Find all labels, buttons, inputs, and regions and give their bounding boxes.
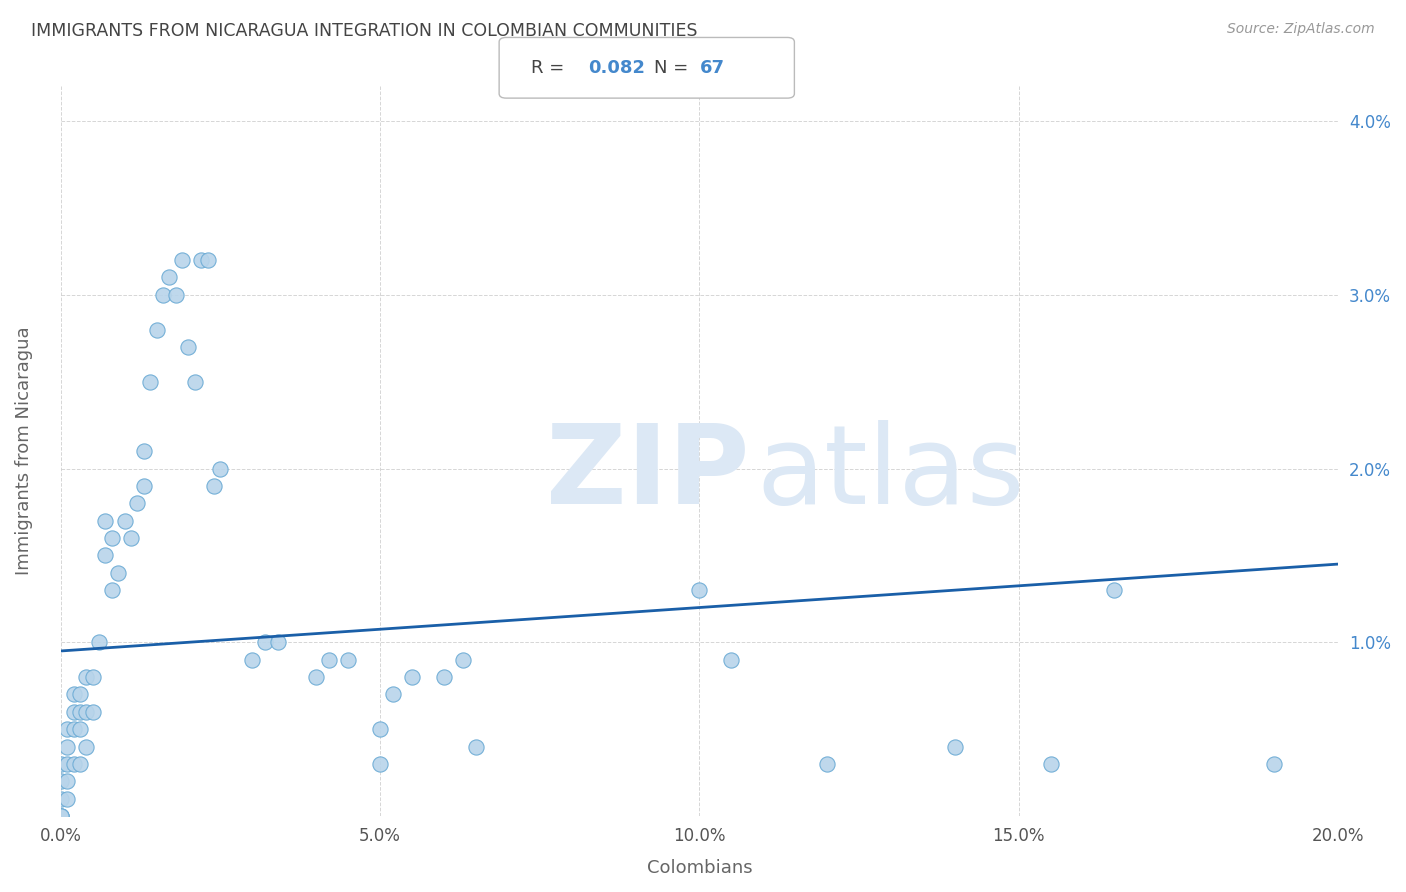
Point bbox=[1263, 756, 1285, 771]
Point bbox=[165, 288, 187, 302]
Point bbox=[56, 756, 79, 771]
Text: R =: R = bbox=[531, 59, 571, 77]
Point bbox=[381, 687, 404, 701]
Point bbox=[75, 705, 97, 719]
Point bbox=[101, 531, 124, 545]
Point bbox=[152, 288, 174, 302]
Point bbox=[69, 756, 91, 771]
Text: 0.082: 0.082 bbox=[588, 59, 645, 77]
Point bbox=[62, 687, 84, 701]
Point bbox=[943, 739, 966, 754]
Y-axis label: Immigrants from Nicaragua: Immigrants from Nicaragua bbox=[15, 326, 32, 575]
Point bbox=[433, 670, 456, 684]
Point bbox=[107, 566, 129, 580]
Point bbox=[139, 375, 162, 389]
Point bbox=[69, 722, 91, 736]
Point bbox=[157, 270, 180, 285]
Point bbox=[184, 375, 207, 389]
Point bbox=[101, 583, 124, 598]
Point bbox=[49, 809, 72, 823]
Point bbox=[177, 340, 200, 354]
Point bbox=[75, 739, 97, 754]
Text: atlas: atlas bbox=[756, 419, 1025, 526]
Point bbox=[401, 670, 423, 684]
Point bbox=[62, 756, 84, 771]
Point bbox=[145, 322, 167, 336]
Point bbox=[114, 514, 136, 528]
Point bbox=[240, 653, 263, 667]
X-axis label: Colombians: Colombians bbox=[647, 859, 752, 877]
Point bbox=[190, 253, 212, 268]
Point bbox=[1104, 583, 1126, 598]
Text: ZIP: ZIP bbox=[546, 419, 749, 526]
Point bbox=[688, 583, 710, 598]
Point bbox=[94, 549, 117, 563]
Point bbox=[56, 774, 79, 789]
Point bbox=[368, 756, 391, 771]
Point bbox=[49, 809, 72, 823]
Point bbox=[267, 635, 290, 649]
Point bbox=[451, 653, 474, 667]
Point bbox=[94, 514, 117, 528]
Point bbox=[132, 444, 155, 458]
Text: IMMIGRANTS FROM NICARAGUA INTEGRATION IN COLOMBIAN COMMUNITIES: IMMIGRANTS FROM NICARAGUA INTEGRATION IN… bbox=[31, 22, 697, 40]
Point bbox=[197, 253, 219, 268]
Point bbox=[464, 739, 486, 754]
Point bbox=[132, 479, 155, 493]
Point bbox=[1039, 756, 1062, 771]
Point bbox=[254, 635, 277, 649]
Point bbox=[337, 653, 360, 667]
Point bbox=[49, 756, 72, 771]
Text: Source: ZipAtlas.com: Source: ZipAtlas.com bbox=[1227, 22, 1375, 37]
Point bbox=[56, 739, 79, 754]
Point bbox=[49, 774, 72, 789]
Point bbox=[62, 722, 84, 736]
Point bbox=[720, 653, 742, 667]
Point bbox=[305, 670, 328, 684]
Point bbox=[815, 756, 838, 771]
Point bbox=[82, 670, 104, 684]
Point bbox=[127, 496, 149, 510]
Point bbox=[49, 809, 72, 823]
Point bbox=[56, 791, 79, 805]
Point bbox=[87, 635, 110, 649]
Point bbox=[368, 722, 391, 736]
Point bbox=[202, 479, 225, 493]
Point bbox=[82, 705, 104, 719]
Point bbox=[62, 705, 84, 719]
Text: 67: 67 bbox=[700, 59, 725, 77]
Text: N =: N = bbox=[654, 59, 693, 77]
Point bbox=[75, 670, 97, 684]
Point bbox=[69, 705, 91, 719]
Point bbox=[172, 253, 194, 268]
Point bbox=[120, 531, 142, 545]
Point bbox=[49, 791, 72, 805]
Point bbox=[318, 653, 340, 667]
Point bbox=[56, 722, 79, 736]
Point bbox=[69, 687, 91, 701]
Point bbox=[209, 461, 232, 475]
